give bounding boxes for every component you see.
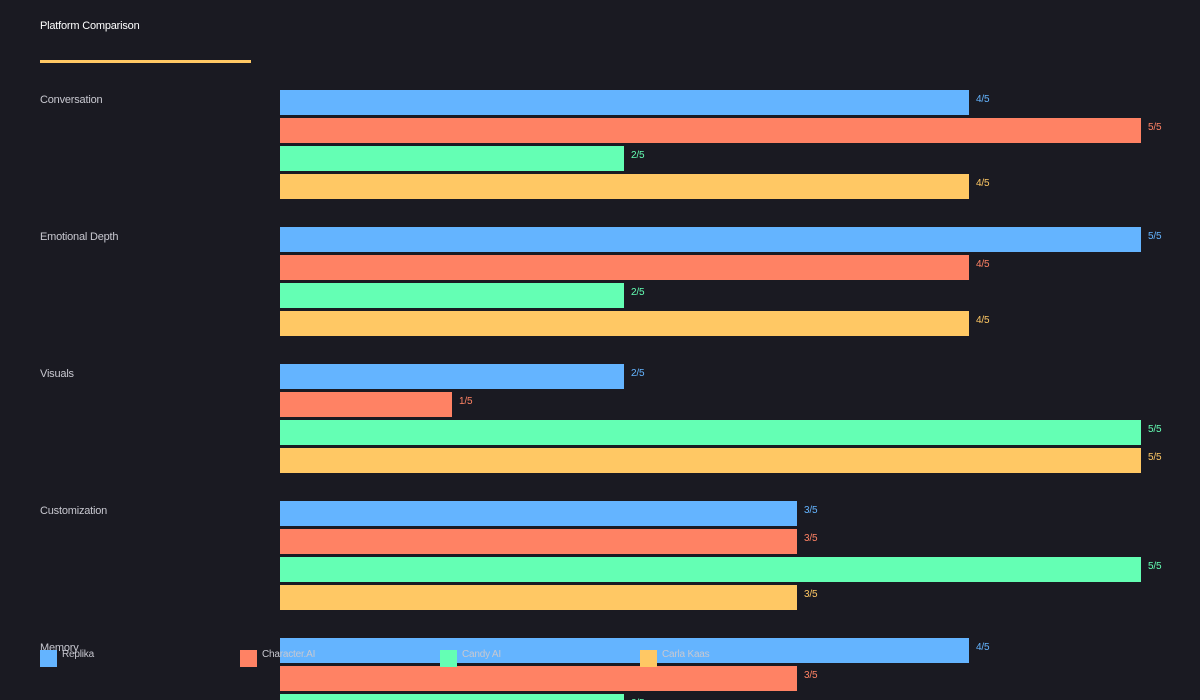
data-label: 4/5 (976, 642, 990, 653)
data-label: 4/5 (976, 178, 990, 189)
bar (280, 283, 624, 308)
bar (280, 585, 797, 610)
bar (280, 174, 969, 199)
data-label: 4/5 (976, 315, 990, 326)
category-label: Visuals (40, 368, 74, 380)
category-label: Emotional Depth (40, 231, 119, 243)
bar (280, 311, 969, 336)
data-label: 3/5 (804, 505, 818, 516)
bar (280, 392, 452, 417)
data-label: 5/5 (1148, 452, 1162, 463)
legend-swatch (440, 650, 457, 667)
category-label: Customization (40, 505, 108, 517)
legend: Replika Character.AI Candy AI Carla Kaas (0, 649, 1200, 670)
bar (280, 694, 624, 700)
data-label: 4/5 (976, 94, 990, 105)
bar (280, 529, 797, 554)
legend-label: Replika (62, 649, 94, 660)
data-label: 2/5 (631, 698, 645, 700)
data-label: 3/5 (804, 533, 818, 544)
data-label: 3/5 (804, 670, 818, 681)
data-label: 3/5 (804, 589, 818, 600)
data-label: 2/5 (631, 287, 645, 298)
title-underline (40, 60, 251, 63)
bar (280, 420, 1141, 445)
data-label: 2/5 (631, 150, 645, 161)
bar (280, 557, 1141, 582)
bar (280, 364, 624, 389)
legend-swatch (40, 650, 57, 667)
legend-swatch (240, 650, 257, 667)
data-label: 1/5 (459, 396, 473, 407)
bar (280, 227, 1141, 252)
data-label: 5/5 (1148, 561, 1162, 572)
bar (280, 118, 1141, 143)
data-label: 5/5 (1148, 424, 1162, 435)
bar (280, 501, 797, 526)
data-label: 4/5 (976, 259, 990, 270)
legend-label: Character.AI (262, 649, 316, 660)
data-label: 5/5 (1148, 231, 1162, 242)
legend-label: Carla Kaas (662, 649, 710, 660)
bar (280, 638, 969, 663)
chart-title: Platform Comparison (40, 20, 140, 32)
legend-label: Candy AI (462, 649, 501, 660)
category-label: Conversation (40, 94, 103, 106)
bar (280, 255, 969, 280)
data-label: 5/5 (1148, 122, 1162, 133)
data-label: 2/5 (631, 368, 645, 379)
bar (280, 90, 969, 115)
bar (280, 146, 624, 171)
bar (280, 666, 797, 691)
bar (280, 448, 1141, 473)
legend-swatch (640, 650, 657, 667)
